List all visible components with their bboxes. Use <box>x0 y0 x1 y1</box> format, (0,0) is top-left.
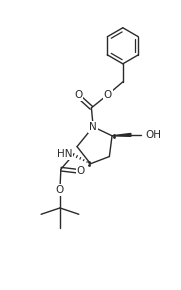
Text: OH: OH <box>146 130 162 140</box>
Text: O: O <box>77 166 85 176</box>
Text: N: N <box>89 122 97 132</box>
Text: O: O <box>56 185 64 195</box>
Polygon shape <box>112 133 131 136</box>
Text: HN: HN <box>57 149 73 159</box>
Text: O: O <box>74 90 83 100</box>
Text: O: O <box>103 90 112 100</box>
